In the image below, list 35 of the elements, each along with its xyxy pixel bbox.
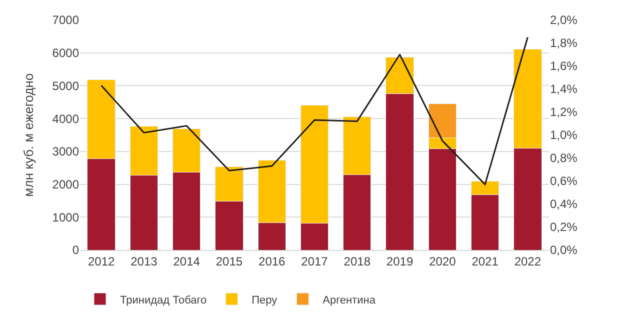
legend-label: Аргентина [322,294,376,306]
y-tick-label: 4000 [52,112,80,126]
x-tick-label: 2013 [130,254,158,268]
y2-tick-label: 1,4% [550,82,578,96]
x-tick-label: 2019 [386,254,414,268]
line-series [100,36,528,186]
y2-tick-label: 2,0% [550,13,578,28]
x-tick-label: 2017 [301,254,328,268]
y2-tick-label: 1,6% [550,59,578,74]
y2-tick-label: 0,0% [550,243,578,258]
y2-tick-label: 0,4% [550,197,578,212]
y2-tick-label: 1,2% [550,105,578,120]
y2-tick-label: 1,0% [550,128,578,142]
legend-label: Перу [252,294,278,306]
y-tick-label: 5000 [52,78,80,93]
y-tick-label: 7000 [52,13,80,28]
y-tick-label: 1000 [52,210,80,224]
y-tick-label: 6000 [52,46,80,60]
x-tick-label: 2012 [88,254,115,268]
y2-tick-label: 0,2% [550,220,578,234]
y-axis-title: млн куб. м ежегодно [21,73,36,197]
y2-tick-label: 1,8% [550,36,578,50]
x-tick-label: 2022 [514,254,542,268]
y-tick-label: 2000 [52,177,80,192]
x-tick-label: 2020 [429,254,456,268]
x-tick-label: 2021 [472,254,499,268]
x-tick-label: 2015 [216,254,243,268]
y-tick-label: 0 [72,243,80,258]
legend-label: Тринидад Тобаго [120,294,207,306]
x-tick-label: 2018 [344,254,371,268]
y2-tick-label: 0,8% [550,151,578,166]
x-tick-label: 2016 [258,254,286,268]
x-tick-label: 2014 [173,254,200,268]
y2-tick-label: 0,6% [550,174,578,188]
y-tick-label: 3000 [52,144,80,159]
